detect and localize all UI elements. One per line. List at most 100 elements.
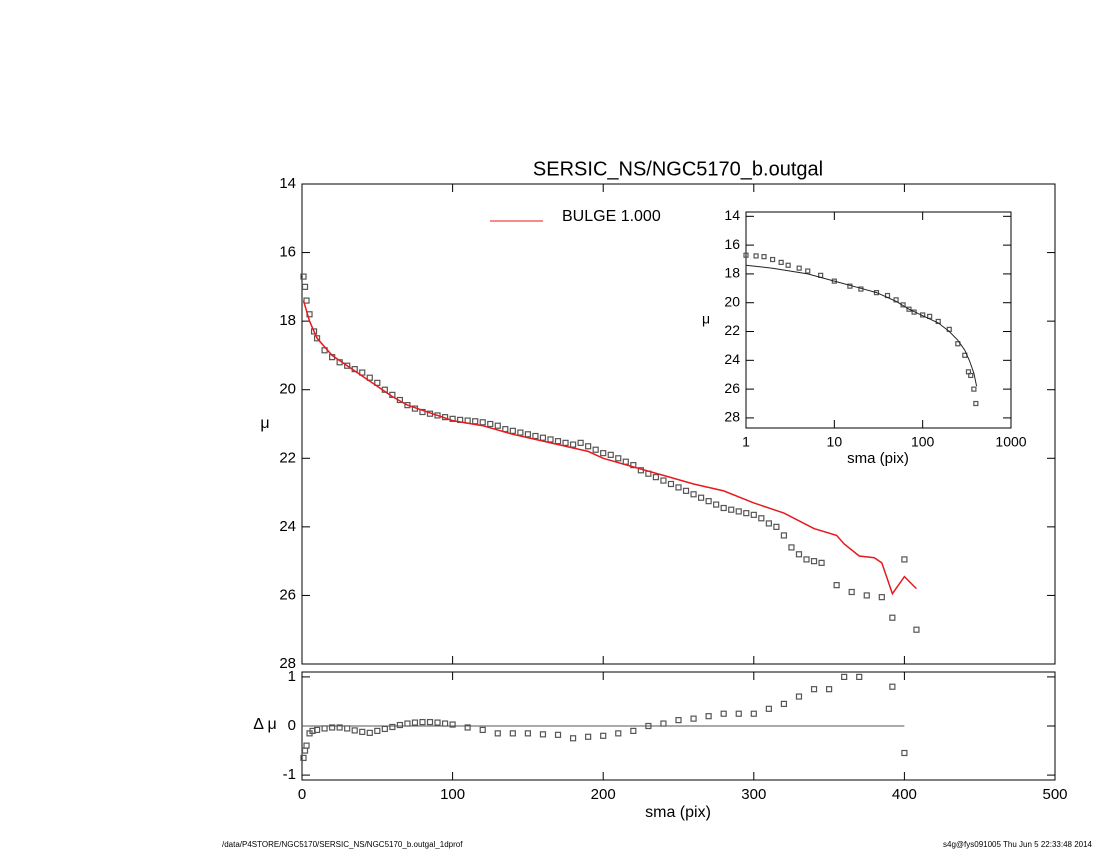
data-point [690,491,697,498]
data-point [697,494,705,501]
data-point [532,432,539,440]
data-point [968,372,974,379]
y-tick-label: 16 [279,244,296,261]
data-point [374,727,381,735]
data-point [622,458,629,465]
data-point [404,402,411,409]
data-point [615,455,622,462]
data-point [359,728,366,735]
model-line [745,264,978,387]
inset-x-axis-label: sma (pix) [847,450,909,467]
data-point [778,259,784,265]
y-tick-label: 28 [279,655,296,672]
data-point [615,730,622,737]
data-point [675,717,682,724]
data-point [735,508,742,515]
x-tick-label: 10 [827,434,843,450]
data-point [906,306,912,312]
data-point [973,400,979,407]
data-point [660,477,667,484]
data-point [795,693,803,700]
data-point [848,588,855,596]
data-point [660,720,667,727]
data-point [720,710,727,717]
data-point [765,705,772,712]
data-point [517,429,524,436]
y-tick-label: 16 [724,236,740,252]
data-point [705,498,712,505]
data-point [381,725,388,733]
residual-y-axis-label: Δ μ [253,716,276,733]
data-point [366,374,373,381]
data-point [889,683,896,690]
y-tick-label: 1 [288,668,296,685]
data-point [321,725,328,732]
data-point [569,735,577,742]
y-axis-label: μ [260,415,269,432]
data-point [713,501,720,508]
x-tick-label: 400 [892,786,917,803]
data-point [313,335,321,342]
data-point [300,273,307,280]
y-tick-label: 26 [279,586,296,603]
data-point [344,362,351,369]
data-point [487,420,494,428]
data-point [682,487,690,494]
data-point [750,710,757,717]
chart-title: SERSIC_NS/NGC5170_b.outgal [533,158,823,180]
inset-background [746,212,1011,428]
y-tick-label: 18 [279,312,296,329]
data-point [359,369,366,376]
data-point [878,594,885,601]
y-tick-label: 14 [279,175,296,192]
data-point [585,443,592,450]
data-point [630,727,637,735]
data-point [464,724,471,731]
data-point [562,439,569,446]
data-point [743,510,750,517]
model-line [302,300,917,596]
data-point [667,480,675,488]
y-tick-label: -1 [283,766,296,783]
data-point [901,749,908,757]
data-point [434,412,441,419]
data-point [303,742,310,749]
y-tick-label: 14 [724,207,740,223]
x-tick-label: 200 [591,786,616,803]
data-point [773,523,780,530]
data-point [913,626,920,633]
y-tick-label: 24 [724,351,740,367]
data-point [780,700,788,708]
data-point [769,256,776,263]
y-tick-label: 22 [279,449,296,466]
data-point [313,726,321,734]
data-point [645,722,652,730]
data-point [750,511,757,518]
data-point [300,754,307,762]
data-point [524,431,532,438]
data-point [539,434,547,441]
data-point [524,730,532,737]
inset-y-axis-label: μ [702,311,710,327]
data-point [758,515,765,522]
data-point [539,731,547,738]
data-point [753,253,759,259]
data-point [810,558,818,565]
x-tick-label: 300 [741,786,766,803]
data-point [803,556,810,563]
footer-path: /data/P4STORE/NGC5170/SERSIC_NS/NGC5170_… [222,840,463,849]
y-tick-label: 20 [724,293,740,309]
x-tick-label: 500 [1042,786,1067,803]
data-point [600,732,607,739]
data-point [479,726,486,734]
data-point [743,252,749,258]
data-point [329,724,336,731]
data-point [411,719,419,726]
data-point [765,520,772,527]
data-point [374,379,381,386]
data-point [788,544,795,551]
y-tick-label: 26 [724,380,740,396]
data-point [889,614,896,621]
footer-stamp: s4g@fys091005 Thu Jun 5 22:33:48 2014 [943,840,1093,849]
